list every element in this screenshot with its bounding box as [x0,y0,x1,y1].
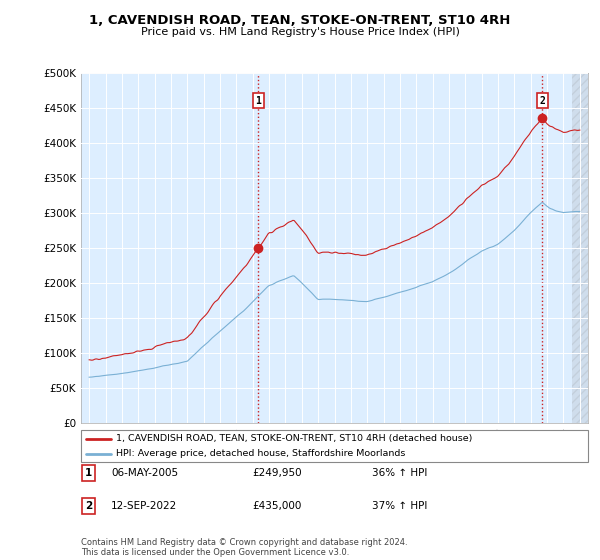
Text: 2: 2 [85,501,92,511]
Text: Price paid vs. HM Land Registry's House Price Index (HPI): Price paid vs. HM Land Registry's House … [140,27,460,37]
Text: 2: 2 [539,96,545,106]
Text: HPI: Average price, detached house, Staffordshire Moorlands: HPI: Average price, detached house, Staf… [116,449,406,459]
Text: 1: 1 [256,96,262,106]
Text: 1, CAVENDISH ROAD, TEAN, STOKE-ON-TRENT, ST10 4RH (detached house): 1, CAVENDISH ROAD, TEAN, STOKE-ON-TRENT,… [116,434,473,443]
Text: 37% ↑ HPI: 37% ↑ HPI [372,501,427,511]
Text: £249,950: £249,950 [252,468,302,478]
Text: 1, CAVENDISH ROAD, TEAN, STOKE-ON-TRENT, ST10 4RH: 1, CAVENDISH ROAD, TEAN, STOKE-ON-TRENT,… [89,14,511,27]
Text: 12-SEP-2022: 12-SEP-2022 [111,501,177,511]
Text: 1: 1 [85,468,92,478]
Text: 36% ↑ HPI: 36% ↑ HPI [372,468,427,478]
Text: £435,000: £435,000 [252,501,301,511]
Bar [572,73,588,423]
Text: 06-MAY-2005: 06-MAY-2005 [111,468,178,478]
Text: Contains HM Land Registry data © Crown copyright and database right 2024.
This d: Contains HM Land Registry data © Crown c… [81,538,407,557]
